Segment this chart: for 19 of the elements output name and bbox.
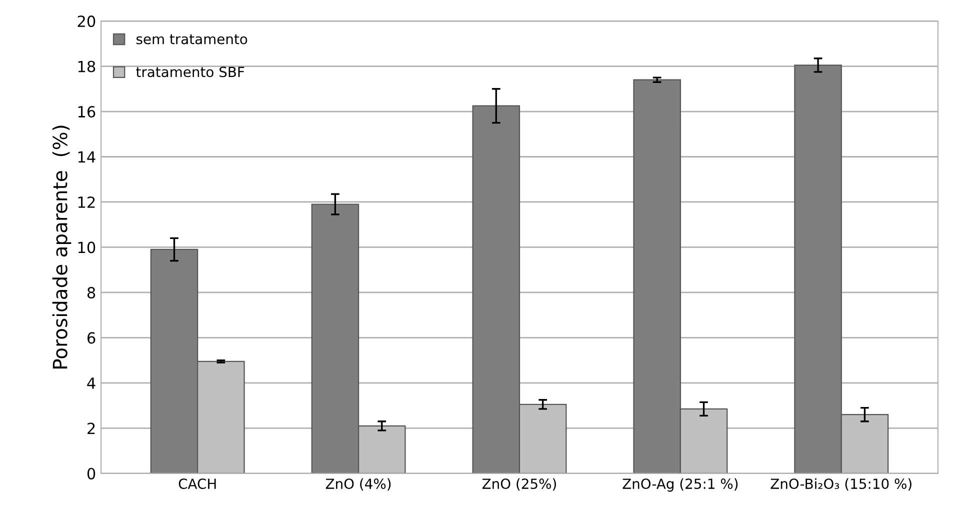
legend-label: sem tratamento	[136, 34, 248, 44]
legend-label: tratamento SBF	[136, 66, 244, 78]
y-tick-label: 10	[78, 242, 96, 254]
y-tick-label: 18	[78, 60, 96, 72]
y-tick-label: 2	[88, 422, 95, 434]
x-tick-label: ZnO-Bi₂O₃ (15:10 %)	[770, 478, 912, 491]
x-tick-label: ZnO (25%)	[482, 478, 556, 491]
x-tick-label: ZnO (4%)	[326, 478, 391, 491]
y-tick-label: 0	[87, 468, 96, 480]
y-axis-title: Porosidade aparente (%)	[52, 126, 72, 368]
x-tick-label: CACH	[178, 478, 216, 490]
y-tick-label: 8	[87, 286, 96, 298]
x-tick-label: ZnO-Ag (25:1 %)	[622, 478, 738, 492]
y-tick-label: 14	[78, 151, 96, 163]
y-tick-label: 12	[78, 196, 95, 208]
y-tick-label: 16	[78, 106, 96, 118]
y-tick-label: 4	[87, 378, 96, 389]
y-tick-label: 6	[87, 332, 96, 344]
y-tick-label: 20	[78, 16, 96, 28]
